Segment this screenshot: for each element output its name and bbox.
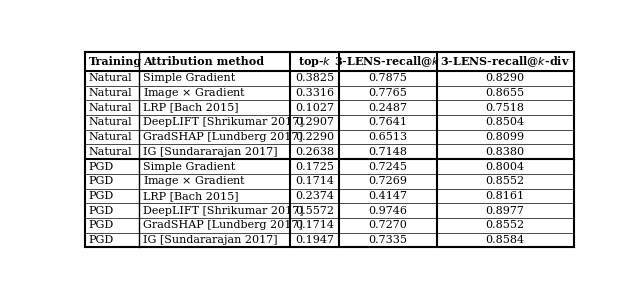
- Text: 0.1714: 0.1714: [295, 176, 334, 186]
- Text: 0.8161: 0.8161: [486, 191, 525, 201]
- Text: 0.1027: 0.1027: [295, 103, 334, 113]
- Text: IG [Sundararajan 2017]: IG [Sundararajan 2017]: [143, 235, 277, 245]
- Text: 0.2907: 0.2907: [295, 117, 334, 127]
- Text: 3-LENS-recall@$k$: 3-LENS-recall@$k$: [335, 54, 441, 69]
- Text: 0.4147: 0.4147: [369, 191, 408, 201]
- Text: 0.9746: 0.9746: [369, 206, 408, 216]
- Text: Natural: Natural: [89, 88, 132, 98]
- Text: PGD: PGD: [89, 162, 114, 171]
- Text: Attribution method: Attribution method: [143, 56, 264, 67]
- Text: 3-LENS-recall@$k$-div: 3-LENS-recall@$k$-div: [440, 54, 570, 69]
- Text: 0.8380: 0.8380: [486, 147, 525, 157]
- Text: 0.7518: 0.7518: [486, 103, 525, 113]
- Text: PGD: PGD: [89, 220, 114, 230]
- Text: DeepLIFT [Shrikumar 2017]: DeepLIFT [Shrikumar 2017]: [143, 117, 303, 127]
- Text: Natural: Natural: [89, 73, 132, 83]
- Text: 0.7765: 0.7765: [369, 88, 407, 98]
- Text: 0.7335: 0.7335: [369, 235, 408, 245]
- Text: Training: Training: [89, 56, 142, 67]
- Text: 0.8977: 0.8977: [486, 206, 525, 216]
- Text: Image $\times$ Gradient: Image $\times$ Gradient: [143, 174, 246, 188]
- Text: 0.2638: 0.2638: [295, 147, 334, 157]
- Text: 0.8099: 0.8099: [486, 132, 525, 142]
- Text: 0.8584: 0.8584: [486, 235, 525, 245]
- Text: 0.6513: 0.6513: [368, 132, 408, 142]
- Text: 0.2374: 0.2374: [295, 191, 334, 201]
- Text: Simple Gradient: Simple Gradient: [143, 73, 235, 83]
- Text: top-$k$: top-$k$: [298, 54, 332, 69]
- Text: 0.1714: 0.1714: [295, 220, 334, 230]
- Text: 0.1725: 0.1725: [295, 162, 334, 171]
- Text: 0.8004: 0.8004: [486, 162, 525, 171]
- Text: IG [Sundararajan 2017]: IG [Sundararajan 2017]: [143, 147, 277, 157]
- Text: 0.3316: 0.3316: [295, 88, 334, 98]
- Text: 0.8290: 0.8290: [486, 73, 525, 83]
- Text: Natural: Natural: [89, 103, 132, 113]
- Text: Natural: Natural: [89, 147, 132, 157]
- Text: Natural: Natural: [89, 132, 132, 142]
- Text: 0.7245: 0.7245: [369, 162, 408, 171]
- Text: PGD: PGD: [89, 191, 114, 201]
- Text: 0.2290: 0.2290: [295, 132, 334, 142]
- Text: 0.8552: 0.8552: [486, 176, 525, 186]
- Text: GradSHAP [Lundberg 2017]: GradSHAP [Lundberg 2017]: [143, 220, 302, 230]
- Text: DeepLIFT [Shrikumar 2017]: DeepLIFT [Shrikumar 2017]: [143, 206, 303, 216]
- Text: 0.8504: 0.8504: [486, 117, 525, 127]
- Text: LRP [Bach 2015]: LRP [Bach 2015]: [143, 191, 238, 201]
- Text: 0.7875: 0.7875: [369, 73, 407, 83]
- Text: 0.3825: 0.3825: [295, 73, 334, 83]
- Text: Natural: Natural: [89, 117, 132, 127]
- Text: Image $\times$ Gradient: Image $\times$ Gradient: [143, 86, 246, 100]
- Text: 0.8552: 0.8552: [486, 220, 525, 230]
- Text: 0.7641: 0.7641: [369, 117, 408, 127]
- Text: PGD: PGD: [89, 206, 114, 216]
- Text: GradSHAP [Lundberg 2017]: GradSHAP [Lundberg 2017]: [143, 132, 302, 142]
- Text: PGD: PGD: [89, 176, 114, 186]
- Text: 0.8655: 0.8655: [486, 88, 525, 98]
- Text: 0.1947: 0.1947: [295, 235, 334, 245]
- Text: LRP [Bach 2015]: LRP [Bach 2015]: [143, 103, 238, 113]
- Text: Simple Gradient: Simple Gradient: [143, 162, 235, 171]
- Text: 0.2487: 0.2487: [369, 103, 408, 113]
- Text: 0.7148: 0.7148: [369, 147, 408, 157]
- Text: PGD: PGD: [89, 235, 114, 245]
- Text: 0.7270: 0.7270: [369, 220, 407, 230]
- Text: 0.7269: 0.7269: [369, 176, 408, 186]
- Text: 0.5572: 0.5572: [295, 206, 334, 216]
